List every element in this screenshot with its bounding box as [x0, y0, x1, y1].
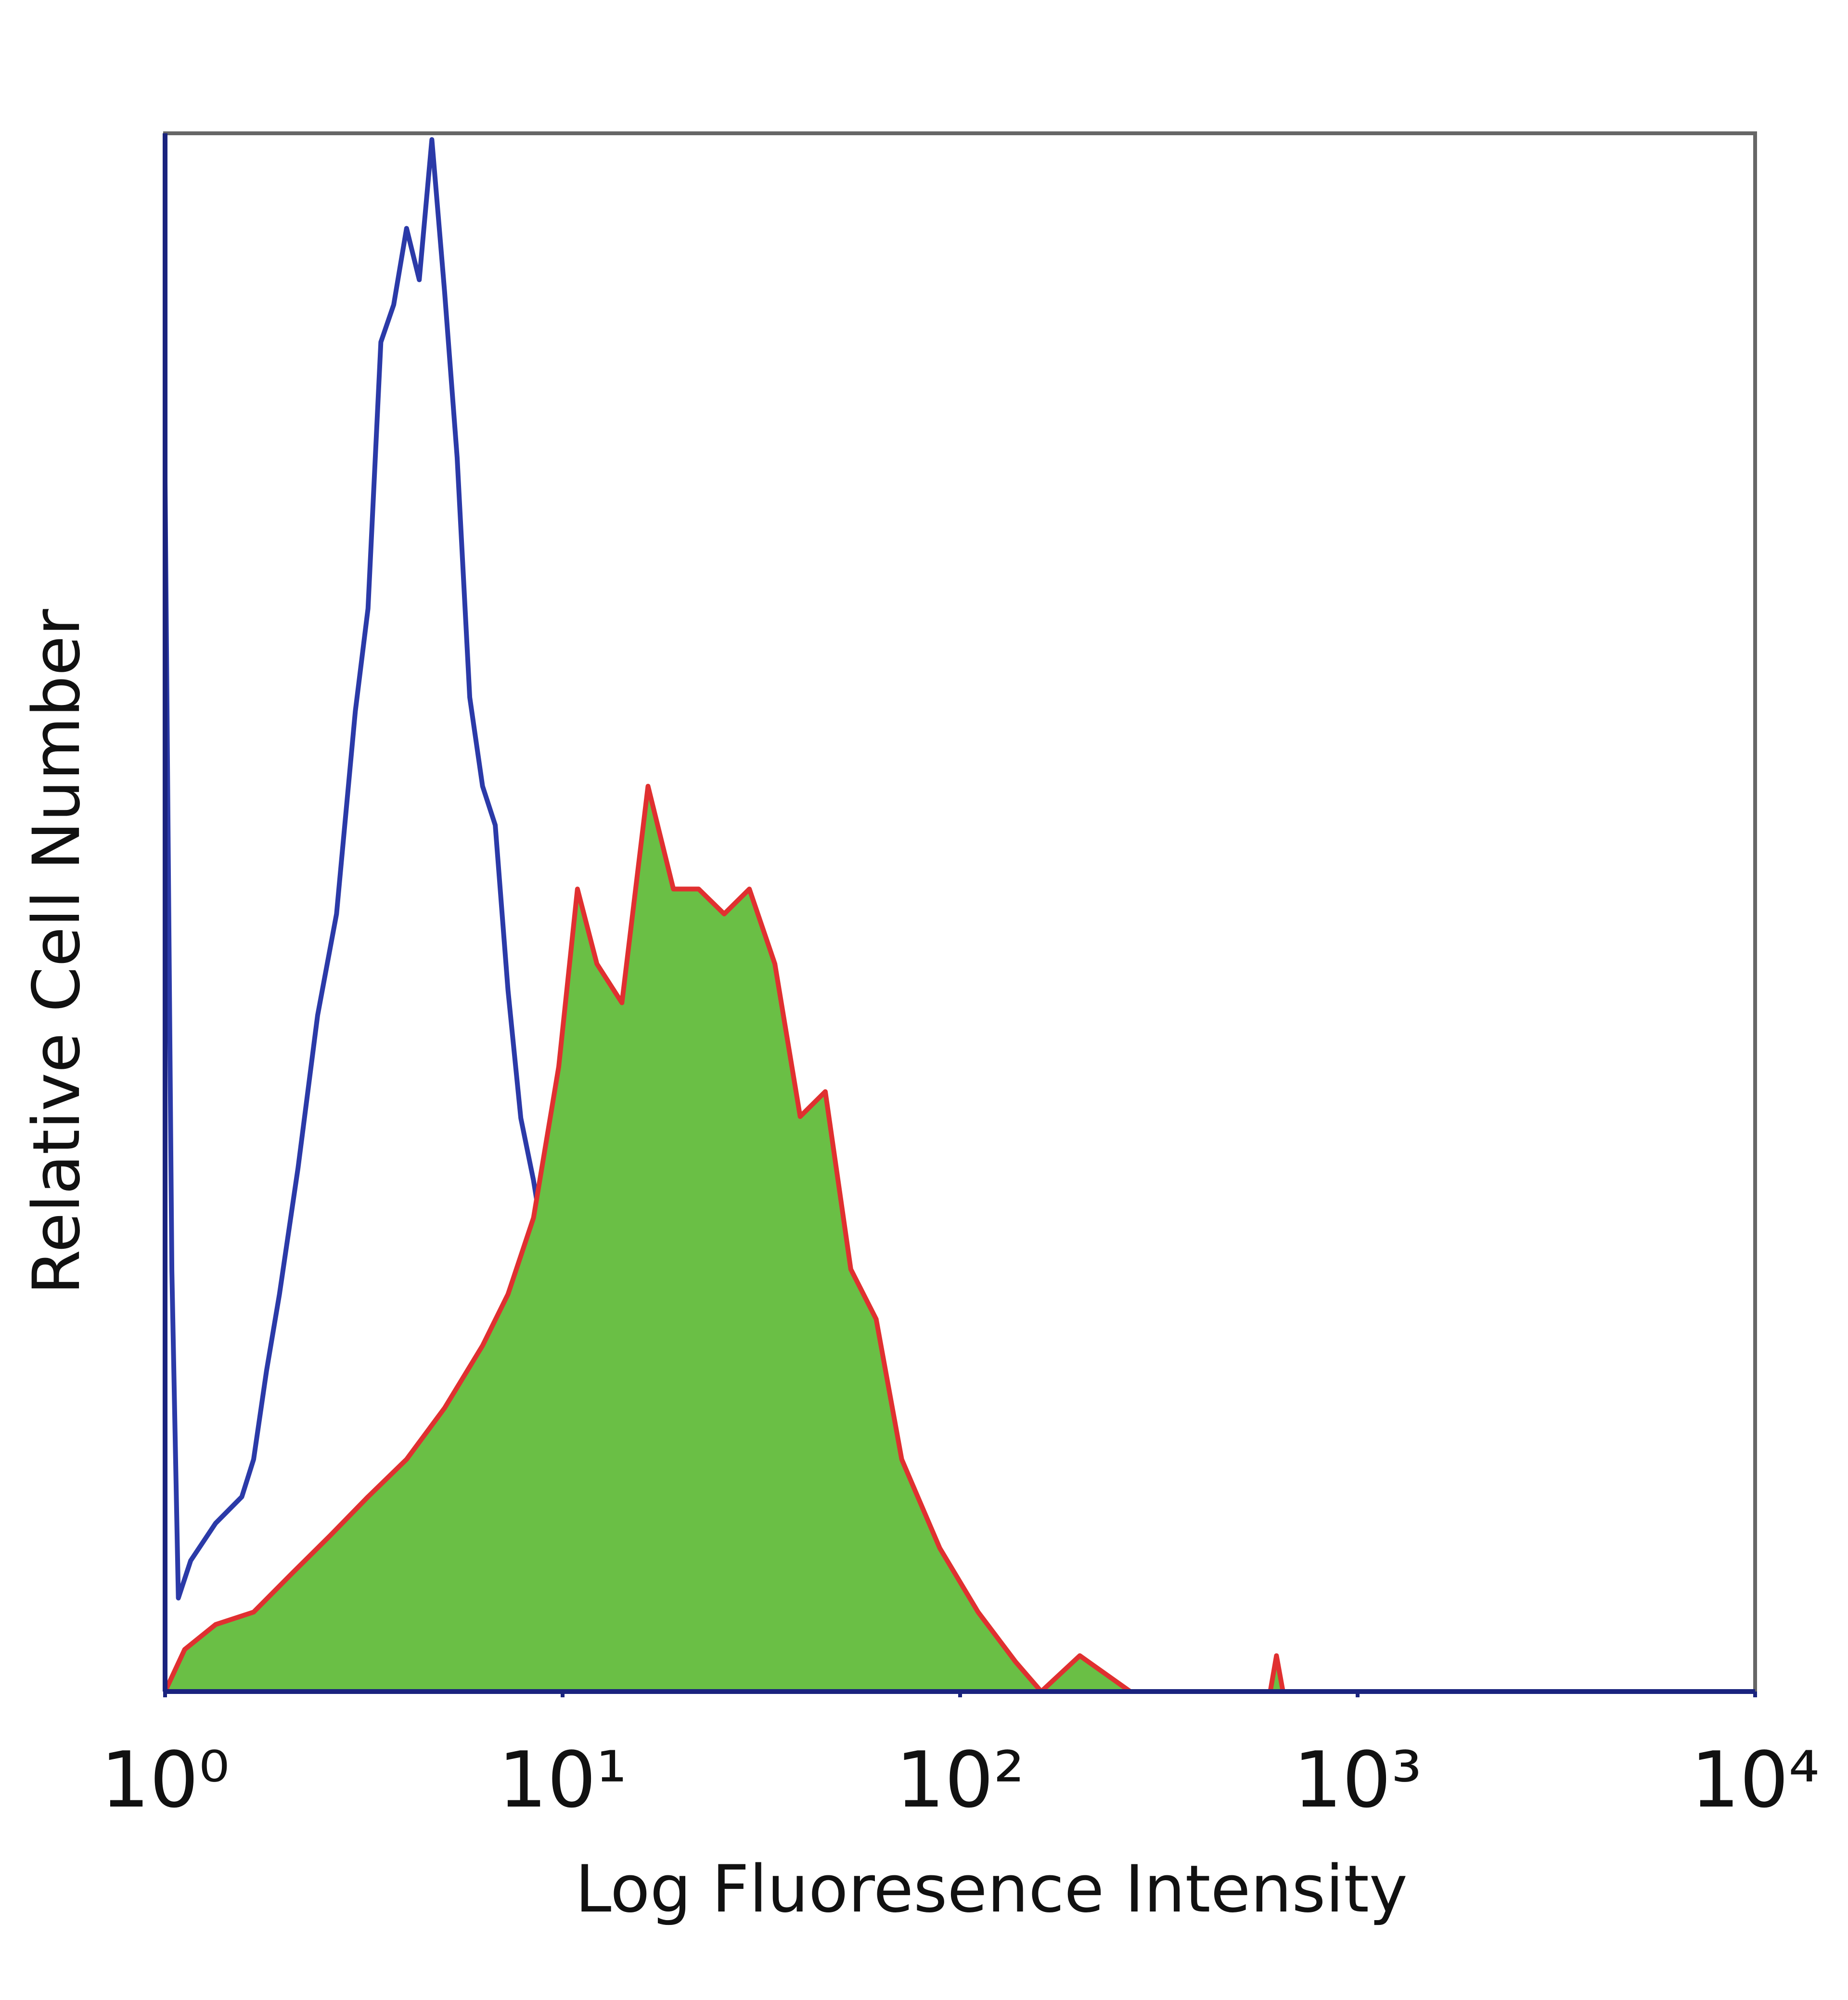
y-axis-label: Relative Cell Number [19, 609, 94, 1295]
x-tick-label: 10¹ [498, 1735, 627, 1825]
x-axis-label: Log Fluoresence Intensity [575, 1851, 1408, 1927]
x-tick-label: 10⁰ [101, 1735, 230, 1825]
histogram-area [165, 786, 1283, 1692]
plot-frame [163, 131, 1757, 1693]
x-tick-label: 10² [896, 1735, 1025, 1825]
histogram-line [163, 783, 1285, 1694]
x-tick-label: 10⁴ [1691, 1735, 1820, 1825]
x-tick-label: 10³ [1293, 1735, 1422, 1825]
